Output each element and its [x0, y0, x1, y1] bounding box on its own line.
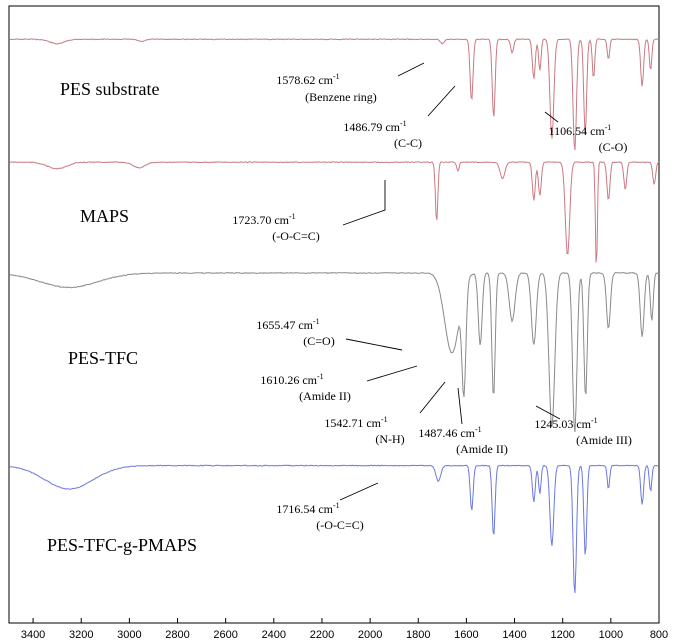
x-tick-label-1400: 1400 [502, 629, 526, 641]
label-pes-tfc: PES-TFC [68, 348, 138, 368]
leader-tfc-1655 [345, 338, 403, 351]
ann-pes-1578-wavenumber: 1578.62 cm-1 [276, 72, 339, 87]
trace-pes-substrate [9, 38, 660, 151]
trace-pes-tfc [9, 272, 660, 433]
spectra-traces [9, 38, 660, 593]
x-tick-label-2600: 2600 [213, 629, 237, 641]
leader-maps-1723 [342, 180, 386, 226]
leader-tfc-1610 [366, 365, 418, 382]
ann-tfc-1542-wavenumber: 1542.71 cm-1 [324, 415, 387, 430]
trace-pes-tfc-g-pmaps [9, 464, 660, 593]
leader-pes-1486 [427, 85, 456, 117]
x-axis: 3400 3200 3000 2800 2600 2400 2200 2000 1800 1600… [21, 618, 668, 641]
ann-pes-1106-wavenumber: 1106.54 cm-1 [549, 123, 612, 138]
x-tick-label-3400: 3400 [21, 629, 45, 641]
label-pes-substrate: PES substrate [60, 79, 160, 99]
annotation-leader-lines [339, 62, 561, 501]
label-pes-tfc-g-pmaps: PES-TFC-g-PMAPS [47, 535, 197, 555]
ann-tfc-1487-wavenumber: 1487.46 cm-1 [418, 425, 481, 440]
ann-pes-1106-assignment: (C-O) [599, 140, 628, 154]
x-tick-label-3200: 3200 [69, 629, 93, 641]
leader-tfc-1245 [535, 405, 561, 420]
ann-tfc-1542-assignment: (N-H) [375, 432, 404, 446]
trace-maps [10, 161, 660, 263]
leader-tfc-1487 [457, 387, 463, 425]
x-tick-label-800: 800 [650, 629, 668, 641]
x-tick-label-2800: 2800 [165, 629, 189, 641]
x-tick-label-2200: 2200 [310, 629, 334, 641]
ann-tfc-1655-assignment: (C=O) [303, 334, 334, 348]
ann-maps-1723-assignment: (-O-C=C) [272, 229, 319, 243]
ann-tfc-1487-assignment: (Amide II) [456, 442, 508, 456]
x-tick-label-1000: 1000 [599, 629, 623, 641]
ann-tfc-1655-wavenumber: 1655.47 cm-1 [256, 317, 319, 332]
leader-pes-1106 [544, 111, 559, 123]
x-tick-label-1800: 1800 [406, 629, 430, 641]
x-tick-label-1200: 1200 [550, 629, 574, 641]
ann-pes-1486-assignment: (C-C) [394, 136, 422, 150]
x-tick-label-1600: 1600 [454, 629, 478, 641]
ann-maps-1723-wavenumber: 1723.70 cm-1 [232, 212, 295, 227]
x-tick-label-2400: 2400 [262, 629, 286, 641]
ann-pes-1486-wavenumber: 1486.79 cm-1 [343, 119, 406, 134]
ann-tfc-1245-wavenumber: 1245.03 cm-1 [534, 416, 597, 431]
ann-tfc-1610-assignment: (Amide II) [299, 389, 351, 403]
leader-tfc-1542 [419, 381, 446, 414]
ann-tfc-1610-wavenumber: 1610.26 cm-1 [260, 372, 323, 387]
plot-frame [8, 5, 660, 624]
ann-pes-1578-assignment: (Benzene ring) [305, 90, 377, 104]
x-tick-label-2000: 2000 [358, 629, 382, 641]
x-tick-label-3000: 3000 [117, 629, 141, 641]
leader-pmaps-1716 [339, 482, 379, 501]
ann-pmaps-1716-wavenumber: 1716.54 cm-1 [276, 501, 339, 516]
ann-tfc-1245-assignment: (Amide III) [576, 433, 632, 447]
label-maps: MAPS [80, 206, 129, 226]
ann-pmaps-1716-assignment: (-O-C=C) [316, 518, 363, 532]
leader-pes-1578 [397, 62, 425, 77]
